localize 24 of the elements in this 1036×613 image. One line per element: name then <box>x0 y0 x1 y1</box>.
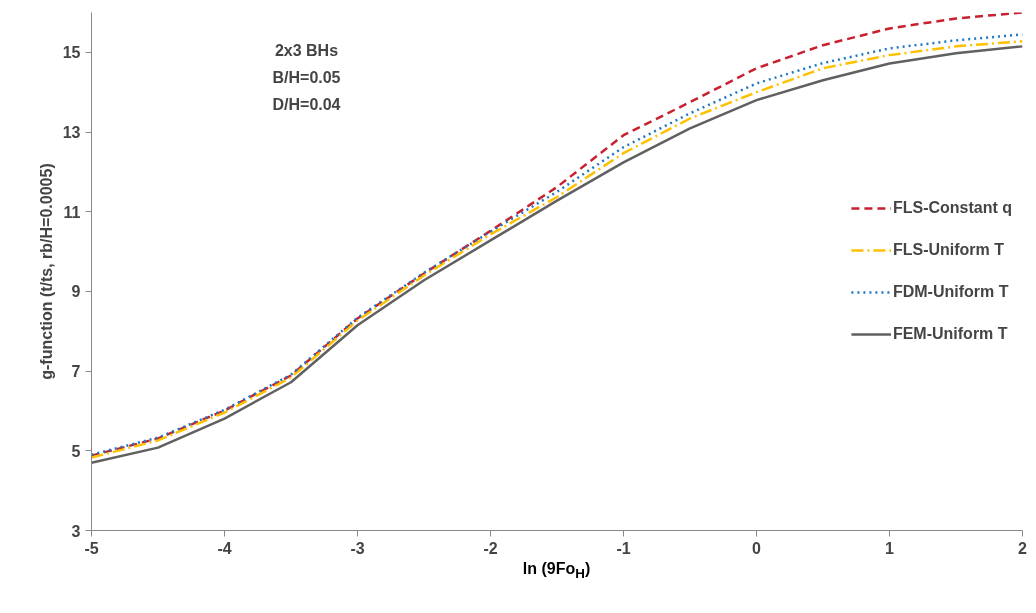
annotation: 2x3 BHs <box>274 41 339 59</box>
annotation: B/H=0.05 <box>272 68 341 86</box>
x-tick-label: 2 <box>1018 539 1028 557</box>
annotation: D/H=0.04 <box>272 95 341 113</box>
x-tick-label: -1 <box>616 539 631 557</box>
x-tick-label: -3 <box>350 539 365 557</box>
y-tick-label: 7 <box>71 363 81 381</box>
x-tick-label: 1 <box>885 539 895 557</box>
y-tick-label: 3 <box>71 522 81 540</box>
x-tick-label: -5 <box>84 539 99 557</box>
x-tick-label: -2 <box>483 539 498 557</box>
legend-label: FLS-Constant q <box>892 199 1012 217</box>
x-axis-title: ln (9Fo$_{H}$) <box>522 559 591 584</box>
y-tick-label: 9 <box>71 283 81 301</box>
legend-label: FDM-Uniform T <box>892 283 1009 301</box>
y-tick-label: 5 <box>71 442 81 460</box>
legend-label: FLS-Uniform T <box>892 241 1004 259</box>
y-tick-label: 11 <box>63 203 81 221</box>
x-tick-label: -4 <box>217 539 232 557</box>
x-tick-label: 0 <box>752 539 762 557</box>
y-tick-label: 13 <box>62 124 81 142</box>
y-axis-title: g-function (t/ts, rb/H=0.0005) <box>37 163 55 380</box>
y-tick-label: 15 <box>62 44 81 62</box>
legend-label: FEM-Uniform T <box>892 325 1008 343</box>
